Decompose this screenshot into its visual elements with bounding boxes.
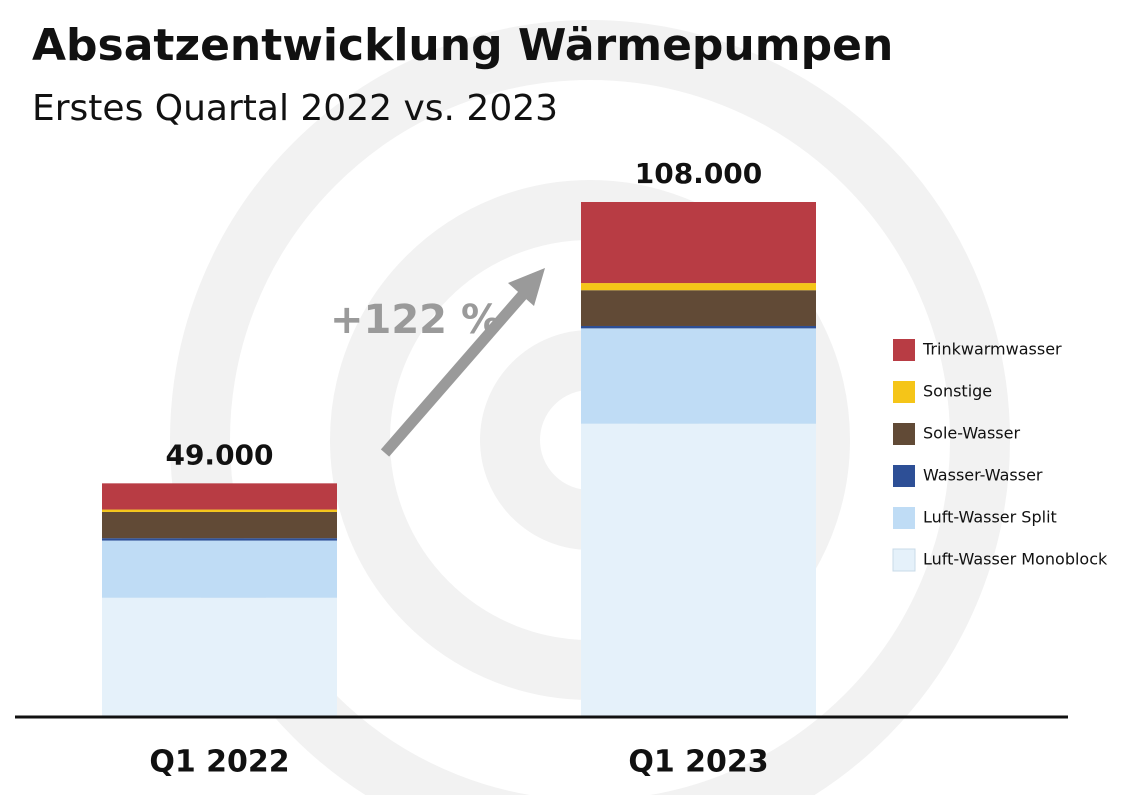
legend-swatch: [892, 548, 916, 572]
bar-segment: [102, 597, 337, 717]
bar-segment: [581, 423, 816, 717]
total-label: 49.000: [165, 438, 273, 471]
bar-segment: [102, 540, 337, 598]
bar-segment: [102, 483, 337, 510]
bar-segment: [581, 328, 816, 424]
legend-label: Wasser-Wasser: [923, 466, 1043, 485]
legend-label: Sonstige: [923, 382, 992, 401]
chart-title: Absatzentwicklung Wärmepumpen: [32, 20, 893, 71]
bar-segment: [102, 538, 337, 541]
bar-segment: [102, 509, 337, 512]
bar-segment: [581, 325, 816, 329]
x-tick-label: Q1 2022: [149, 745, 289, 780]
legend-label: Sole-Wasser: [923, 424, 1020, 443]
legend-label: Luft-Wasser Split: [923, 508, 1057, 527]
legend-swatch: [893, 465, 915, 487]
total-label: 108.000: [635, 157, 763, 190]
legend-swatch: [893, 423, 915, 445]
legend: Luft-Wasser Monoblock Luft-Wasser Split Wa…: [892, 339, 1108, 572]
bar-segment: [102, 511, 337, 539]
chart-subtitle: Erstes Quartal 2022 vs. 2023: [32, 88, 558, 129]
growth-arrow: [380, 268, 545, 457]
x-tick-label: Q1 2023: [628, 745, 768, 780]
bar-segment: [581, 283, 816, 291]
annotation: +122 %: [330, 297, 501, 343]
legend-swatch: [893, 507, 915, 529]
legend-swatch: [893, 339, 915, 361]
bars: [102, 202, 816, 717]
legend-label: Luft-Wasser Monoblock: [923, 550, 1108, 569]
legend-label: Trinkwarmwasser: [922, 340, 1062, 359]
legend-swatch: [893, 381, 915, 403]
bar-segment: [581, 202, 816, 284]
bar-segment: [581, 290, 816, 326]
